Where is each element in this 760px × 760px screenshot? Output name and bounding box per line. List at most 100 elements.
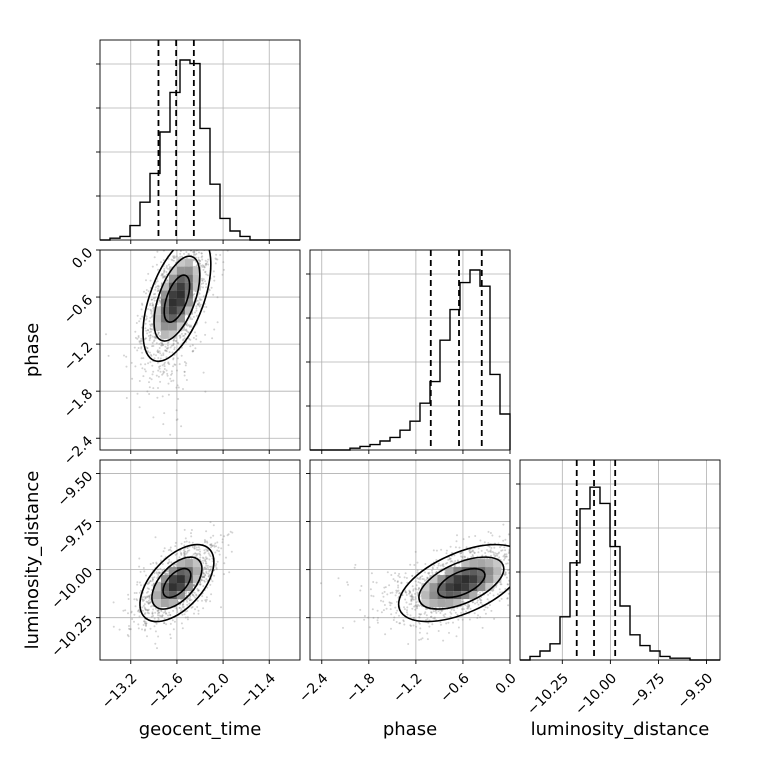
scatter-point — [157, 285, 160, 288]
scatter-point — [151, 604, 154, 607]
scatter-point — [138, 615, 141, 618]
scatter-point — [207, 552, 210, 555]
scatter-point — [203, 566, 206, 569]
scatter-point — [145, 292, 147, 295]
scatter-point — [169, 637, 172, 640]
scatter-point — [147, 308, 149, 310]
scatter-point — [197, 589, 200, 592]
scatter-point — [513, 556, 515, 558]
scatter-point — [144, 327, 147, 330]
scatter-point — [471, 601, 474, 604]
scatter-point — [166, 342, 169, 345]
scatter-point — [163, 276, 166, 279]
scatter-point — [162, 372, 165, 375]
scatter-point — [473, 551, 476, 554]
scatter-point — [406, 611, 408, 614]
scatter-point — [183, 554, 186, 557]
scatter-point — [227, 544, 230, 547]
contour-level-2 — [139, 543, 215, 623]
scatter-point — [144, 370, 147, 373]
scatter-point — [453, 554, 456, 557]
scatter-point — [507, 604, 510, 607]
scatter-point — [422, 578, 425, 581]
scatter-point — [207, 575, 210, 578]
scatter-point — [207, 568, 210, 571]
scatter-point — [157, 635, 160, 638]
scatter-point — [152, 578, 154, 581]
scatter-point — [354, 563, 357, 566]
scatter-point — [196, 299, 199, 302]
density-cell — [184, 298, 193, 307]
scatter-point — [504, 571, 507, 574]
scatter-point — [196, 244, 198, 246]
scatter-point — [157, 333, 160, 336]
y-tick-label-phase-1: −1.8 — [61, 386, 96, 421]
y-tick-label-phase-4: 0.0 — [69, 245, 96, 272]
scatter-point — [164, 275, 167, 278]
scatter-point — [154, 281, 157, 284]
scatter-point — [133, 592, 136, 594]
scatter-point — [496, 553, 498, 555]
scatter-point — [191, 350, 194, 353]
scatter-point — [204, 264, 207, 267]
scatter-point — [202, 295, 205, 298]
scatter-point — [513, 563, 515, 565]
scatter-point — [167, 267, 169, 270]
scatter-point — [183, 553, 186, 556]
scatter-point — [175, 419, 178, 421]
scatter-point — [141, 303, 144, 306]
scatter-point — [122, 609, 125, 612]
scatter-point — [414, 550, 417, 553]
scatter-point — [195, 546, 198, 549]
x-tick-label-luminosity_distance-0: −10.25 — [524, 670, 572, 718]
scatter-panel-phase-luminosity_distance — [306, 459, 515, 664]
scatter-point — [150, 298, 153, 301]
scatter-point — [153, 256, 156, 259]
x-tick-label-luminosity_distance-1: −10.00 — [572, 670, 620, 718]
scatter-point — [172, 358, 175, 361]
scatter-point — [347, 583, 349, 586]
scatter-point — [202, 557, 205, 560]
scatter-point — [440, 548, 443, 551]
scatter-point — [152, 304, 155, 307]
scatter-point — [445, 549, 448, 552]
scatter-point — [171, 372, 173, 375]
scatter-point — [159, 380, 162, 383]
scatter-point — [174, 339, 177, 342]
scatter-point — [140, 584, 142, 587]
scatter-point — [405, 594, 408, 596]
scatter-point — [424, 608, 427, 610]
scatter-point — [199, 550, 201, 553]
scatter-point — [163, 547, 166, 550]
scatter-point — [177, 342, 180, 345]
scatter-point — [210, 593, 213, 596]
scatter-point — [140, 339, 142, 342]
hist-panel-geocent_time — [96, 39, 301, 244]
scatter-point — [158, 289, 160, 292]
scatter-point — [149, 304, 151, 307]
scatter-point — [213, 545, 216, 548]
scatter-point — [467, 607, 470, 610]
scatter-point — [156, 647, 158, 650]
scatter-point — [184, 610, 187, 613]
scatter-point — [413, 605, 416, 608]
scatter-point — [183, 337, 186, 340]
scatter-point — [153, 576, 156, 579]
density-cell — [192, 575, 201, 584]
scatter-point — [456, 559, 459, 562]
scatter-point — [207, 263, 210, 266]
scatter-point — [187, 242, 189, 244]
scatter-point — [473, 552, 476, 554]
scatter-point — [141, 598, 144, 601]
scatter-point — [161, 569, 164, 572]
scatter-point — [396, 590, 399, 593]
scatter-point — [167, 562, 169, 565]
scatter-point — [199, 554, 202, 557]
scatter-point — [172, 344, 175, 347]
scatter-point — [398, 614, 400, 617]
scatter-point — [166, 279, 169, 282]
scatter-point — [414, 608, 417, 611]
scatter-point — [167, 346, 170, 349]
scatter-point — [150, 315, 153, 318]
scatter-point — [139, 342, 142, 345]
